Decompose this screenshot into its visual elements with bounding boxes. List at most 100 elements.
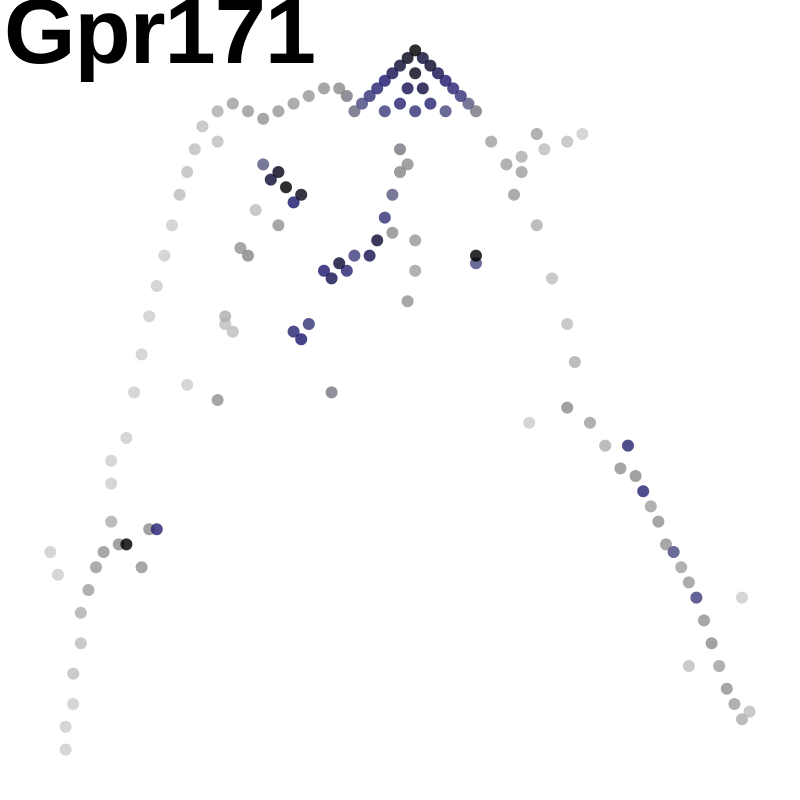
cell-point <box>394 166 406 178</box>
cell-point <box>561 318 573 330</box>
cell-point <box>181 379 193 391</box>
cell-point <box>303 318 315 330</box>
cell-point <box>622 440 634 452</box>
cell-point <box>326 272 338 284</box>
cell-point <box>250 204 262 216</box>
cell-point <box>128 386 140 398</box>
cell-point <box>402 295 414 307</box>
cell-point <box>136 348 148 360</box>
cell-point <box>531 219 543 231</box>
cell-point <box>219 310 231 322</box>
cell-point <box>371 234 383 246</box>
cell-point <box>60 744 72 756</box>
cell-point <box>424 60 436 72</box>
cell-point <box>348 250 360 262</box>
cell-point <box>158 250 170 262</box>
cell-point <box>508 189 520 201</box>
cell-point <box>386 189 398 201</box>
cell-point <box>227 98 239 110</box>
cell-point <box>295 189 307 201</box>
cell-point <box>470 250 482 262</box>
cell-point <box>242 250 254 262</box>
cell-point <box>242 105 254 117</box>
cell-point <box>409 44 421 56</box>
cell-point <box>272 166 284 178</box>
cell-point <box>44 546 56 558</box>
cell-point <box>98 546 110 558</box>
cell-point <box>75 607 87 619</box>
cell-point <box>698 614 710 626</box>
cell-point <box>402 82 414 94</box>
cell-point <box>82 584 94 596</box>
cell-point <box>105 478 117 490</box>
cell-point <box>599 440 611 452</box>
cell-point <box>523 417 535 429</box>
cell-point <box>52 569 64 581</box>
cell-point <box>531 128 543 140</box>
cell-point <box>440 105 452 117</box>
cell-point <box>67 668 79 680</box>
cell-point <box>333 257 345 269</box>
cell-point <box>645 500 657 512</box>
cell-point <box>683 576 695 588</box>
cell-point <box>318 82 330 94</box>
cell-point <box>424 98 436 110</box>
cell-point <box>637 485 649 497</box>
cell-point <box>485 136 497 148</box>
cell-point <box>105 516 117 528</box>
cell-point <box>706 637 718 649</box>
cell-point <box>614 462 626 474</box>
cell-point <box>295 333 307 345</box>
cell-point <box>386 227 398 239</box>
cell-point <box>105 455 117 467</box>
cell-point <box>561 136 573 148</box>
cell-point <box>288 98 300 110</box>
cell-point <box>500 158 512 170</box>
cell-point <box>136 561 148 573</box>
cell-point <box>364 250 376 262</box>
cell-point <box>409 105 421 117</box>
cell-point <box>417 82 429 94</box>
cell-point <box>189 143 201 155</box>
cell-point <box>630 470 642 482</box>
cell-point <box>736 592 748 604</box>
cell-point <box>151 280 163 292</box>
cell-point <box>120 538 132 550</box>
cell-point <box>394 143 406 155</box>
cell-point <box>584 417 596 429</box>
cell-point <box>174 189 186 201</box>
cell-point <box>67 698 79 710</box>
cell-point <box>341 90 353 102</box>
cell-point <box>561 402 573 414</box>
cell-point <box>166 219 178 231</box>
cell-point <box>379 212 391 224</box>
cell-point <box>90 561 102 573</box>
cell-point <box>721 683 733 695</box>
cell-point <box>75 637 87 649</box>
cell-point <box>196 120 208 132</box>
cell-point <box>151 523 163 535</box>
cell-point <box>379 105 391 117</box>
cell-point <box>257 158 269 170</box>
cell-point <box>120 432 132 444</box>
cell-point <box>576 128 588 140</box>
cell-point <box>675 561 687 573</box>
cell-point <box>212 136 224 148</box>
cell-point <box>546 272 558 284</box>
cell-point <box>516 151 528 163</box>
cell-point <box>326 386 338 398</box>
cell-point <box>280 181 292 193</box>
cell-point <box>569 356 581 368</box>
cell-point <box>409 265 421 277</box>
cell-point <box>303 90 315 102</box>
cell-point <box>668 546 680 558</box>
cell-point <box>690 592 702 604</box>
cell-point <box>212 105 224 117</box>
cell-point <box>394 98 406 110</box>
cell-point <box>257 113 269 125</box>
cell-point <box>143 310 155 322</box>
cell-point <box>272 105 284 117</box>
cell-point <box>683 660 695 672</box>
cell-point <box>272 219 284 231</box>
